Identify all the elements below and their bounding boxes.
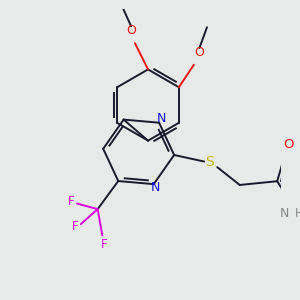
Text: N: N [156,112,166,125]
Text: H: H [295,207,300,220]
Text: O: O [283,138,294,151]
Text: F: F [72,220,79,232]
Text: N: N [151,182,160,194]
Text: O: O [126,24,136,37]
Text: N: N [280,207,290,220]
Text: F: F [101,238,107,251]
Text: F: F [68,195,75,208]
Text: S: S [206,155,214,170]
Text: O: O [194,46,204,59]
